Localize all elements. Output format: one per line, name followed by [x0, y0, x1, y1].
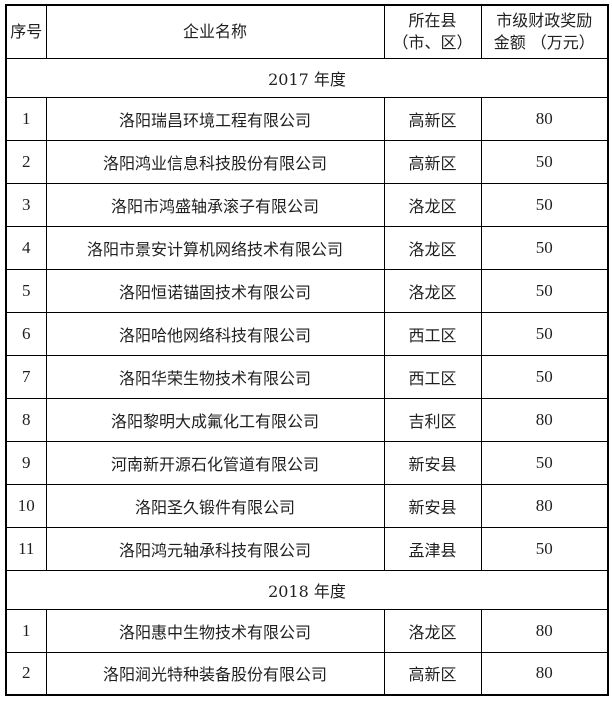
cell-district: 高新区 [383, 96, 482, 141]
cell-no: 2 [5, 139, 47, 184]
cell-amount: 50 [480, 139, 609, 184]
header-amount-line2: 金额 （万元） [493, 32, 595, 52]
table-row: 1 洛阳瑞昌环境工程有限公司 高新区 80 [5, 96, 609, 141]
cell-no: 1 [5, 608, 47, 653]
cell-district: 洛龙区 [383, 225, 482, 270]
table-row: 2 洛阳涧光特种装备股份有限公司 高新区 80 [5, 651, 609, 696]
cell-company: 洛阳华荣生物技术有限公司 [45, 354, 385, 399]
cell-company: 洛阳市鸿盛轴承滚子有限公司 [45, 182, 385, 227]
cell-no: 10 [5, 483, 47, 528]
cell-amount: 50 [480, 225, 609, 270]
table-row: 6 洛阳哈他网络科技有限公司 西工区 50 [5, 311, 609, 356]
cell-company: 洛阳鸿业信息科技股份有限公司 [45, 139, 385, 184]
cell-company: 洛阳惠中生物技术有限公司 [45, 608, 385, 653]
cell-amount: 50 [480, 311, 609, 356]
header-company: 企业名称 [45, 4, 385, 59]
table-row: 11 洛阳鸿元轴承科技有限公司 孟津县 50 [5, 526, 609, 571]
cell-district: 西工区 [383, 311, 482, 356]
cell-district: 西工区 [383, 354, 482, 399]
section-header-row: 2018 年度 [5, 569, 609, 610]
cell-amount: 50 [480, 354, 609, 399]
cell-no: 1 [5, 96, 47, 141]
section-header-row: 2017 年度 [5, 57, 609, 98]
cell-district: 高新区 [383, 139, 482, 184]
cell-amount: 50 [480, 182, 609, 227]
cell-company: 洛阳鸿元轴承科技有限公司 [45, 526, 385, 571]
cell-no: 5 [5, 268, 47, 313]
cell-no: 2 [5, 651, 47, 696]
cell-district: 洛龙区 [383, 608, 482, 653]
cell-company: 洛阳黎明大成氟化工有限公司 [45, 397, 385, 442]
cell-amount: 80 [480, 96, 609, 141]
cell-district: 高新区 [383, 651, 482, 696]
cell-district: 新安县 [383, 483, 482, 528]
header-amount-line1: 市级财政奖励 [496, 10, 593, 30]
cell-no: 7 [5, 354, 47, 399]
cell-district: 洛龙区 [383, 268, 482, 313]
table-row: 1 洛阳惠中生物技术有限公司 洛龙区 80 [5, 608, 609, 653]
cell-amount: 50 [480, 268, 609, 313]
table-row: 8 洛阳黎明大成氟化工有限公司 吉利区 80 [5, 397, 609, 442]
cell-company: 洛阳市景安计算机网络技术有限公司 [45, 225, 385, 270]
cell-amount: 50 [480, 526, 609, 571]
table-row: 7 洛阳华荣生物技术有限公司 西工区 50 [5, 354, 609, 399]
cell-company: 洛阳涧光特种装备股份有限公司 [45, 651, 385, 696]
header-district-line1: 所在县 [408, 10, 457, 30]
section-label: 2018 年度 [5, 569, 609, 610]
award-table: 序号 企业名称 所在县 （市、区） 市级财政奖励 金额 （万元） 2017 年度… [5, 4, 609, 696]
cell-no: 6 [5, 311, 47, 356]
cell-company: 洛阳哈他网络科技有限公司 [45, 311, 385, 356]
table-row: 2 洛阳鸿业信息科技股份有限公司 高新区 50 [5, 139, 609, 184]
header-no: 序号 [5, 4, 47, 59]
header-amount: 市级财政奖励 金额 （万元） [480, 4, 609, 59]
table-header-row: 序号 企业名称 所在县 （市、区） 市级财政奖励 金额 （万元） [5, 4, 609, 59]
cell-company: 洛阳瑞昌环境工程有限公司 [45, 96, 385, 141]
cell-company: 河南新开源石化管道有限公司 [45, 440, 385, 485]
cell-district: 新安县 [383, 440, 482, 485]
table-body: 2017 年度 1 洛阳瑞昌环境工程有限公司 高新区 80 2 洛阳鸿业信息科技股份有限公司… [5, 57, 609, 696]
table-row: 3 洛阳市鸿盛轴承滚子有限公司 洛龙区 50 [5, 182, 609, 227]
cell-amount: 80 [480, 651, 609, 696]
cell-company: 洛阳圣久锻件有限公司 [45, 483, 385, 528]
cell-company: 洛阳恒诺锚固技术有限公司 [45, 268, 385, 313]
cell-no: 11 [5, 526, 47, 571]
cell-district: 洛龙区 [383, 182, 482, 227]
cell-no: 8 [5, 397, 47, 442]
table-row: 4 洛阳市景安计算机网络技术有限公司 洛龙区 50 [5, 225, 609, 270]
cell-amount: 80 [480, 397, 609, 442]
cell-no: 9 [5, 440, 47, 485]
cell-amount: 80 [480, 608, 609, 653]
cell-district: 吉利区 [383, 397, 482, 442]
header-district: 所在县 （市、区） [383, 4, 482, 59]
table-row: 9 河南新开源石化管道有限公司 新安县 50 [5, 440, 609, 485]
cell-no: 3 [5, 182, 47, 227]
cell-district: 孟津县 [383, 526, 482, 571]
cell-no: 4 [5, 225, 47, 270]
cell-amount: 80 [480, 483, 609, 528]
table-row: 5 洛阳恒诺锚固技术有限公司 洛龙区 50 [5, 268, 609, 313]
header-district-line2: （市、区） [392, 32, 473, 52]
cell-amount: 50 [480, 440, 609, 485]
table-row: 10 洛阳圣久锻件有限公司 新安县 80 [5, 483, 609, 528]
section-label: 2017 年度 [5, 57, 609, 98]
